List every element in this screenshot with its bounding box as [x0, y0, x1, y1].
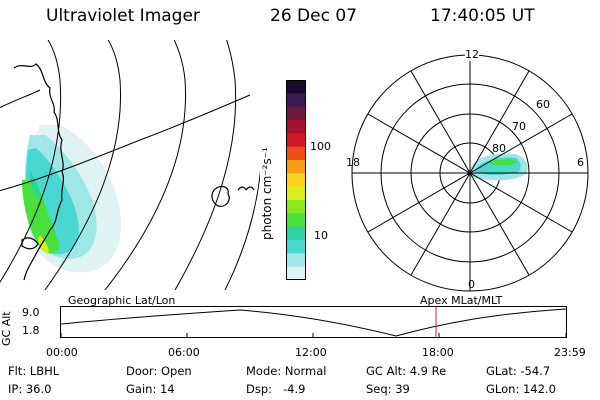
- colorbar-segment: [286, 133, 306, 148]
- colorbar-segment: [286, 226, 306, 241]
- intensity-colorbar: [286, 80, 306, 281]
- colorbar-segment: [286, 146, 306, 161]
- info-gain: Gain: 14: [126, 382, 175, 396]
- polar-mlat-mlt-plot: [351, 54, 589, 292]
- info-seq: Seq: 39: [366, 382, 410, 396]
- altitude-timeline-plot: [60, 306, 567, 338]
- info-dsp: Dsp: -4.9: [246, 382, 306, 396]
- info-glat: GLat: -54.7: [486, 364, 551, 378]
- polar-lat-label-70: 70: [512, 120, 526, 133]
- polar-lat-label-60: 60: [536, 98, 550, 111]
- timeline-x-tick-1800: 18:00: [422, 346, 454, 359]
- timeline-left-label: Geographic Lat/Lon: [68, 294, 176, 307]
- info-filter: Flt: LBHL: [8, 364, 60, 378]
- info-ip: IP: 36.0: [8, 382, 52, 396]
- timeline-y-axis-label: GC Alt: [0, 311, 13, 346]
- colorbar-segment: [286, 186, 306, 201]
- info-glon: GLon: 142.0: [486, 382, 556, 396]
- info-mode: Mode: Normal: [246, 364, 327, 378]
- colorbar-segment: [286, 106, 306, 121]
- timeline-right-label: Apex MLat/MLT: [420, 294, 503, 307]
- colorbar-segment: [286, 200, 306, 214]
- instrument-title: Ultraviolet Imager: [46, 6, 200, 26]
- colorbar-unit-label: photon cm⁻²s⁻¹: [260, 147, 274, 240]
- aurora-emission-polar: [468, 153, 528, 181]
- polar-lat-label-80: 80: [492, 142, 506, 155]
- timeline-x-tick-2359: 23:59: [554, 346, 586, 359]
- aurora-emission-geo: [22, 125, 121, 273]
- timeline-y-tick-9: 9.0: [22, 306, 40, 319]
- colorbar-segment: [286, 266, 306, 281]
- colorbar-segment: [286, 213, 306, 228]
- colorbar-segment: [286, 240, 306, 254]
- colorbar-tick-10: 10: [314, 229, 328, 242]
- polar-label-0: 0: [468, 278, 475, 291]
- colorbar-segment: [286, 93, 306, 108]
- colorbar-segment: [286, 80, 306, 94]
- colorbar-segment: [286, 120, 306, 134]
- timeline-x-tick-0000: 00:00: [46, 346, 78, 359]
- colorbar-segment: [286, 160, 306, 174]
- timeline-x-tick-1200: 12:00: [295, 346, 327, 359]
- colorbar-segment: [286, 253, 306, 268]
- colorbar-segment: [286, 173, 306, 188]
- polar-label-18: 18: [346, 156, 360, 169]
- colorbar-border: [286, 80, 306, 280]
- info-door: Door: Open: [126, 364, 192, 378]
- polar-label-12: 12: [465, 48, 479, 61]
- timeline-y-tick-1-8: 1.8: [22, 324, 40, 337]
- polar-label-6: 6: [577, 156, 584, 169]
- geographic-map: [0, 40, 260, 290]
- date-label: 26 Dec 07: [270, 6, 357, 26]
- geo-grid-lines: [0, 40, 260, 290]
- coastlines: [13, 63, 255, 281]
- timeline-x-tick-0600: 06:00: [168, 346, 200, 359]
- info-gc-alt: GC Alt: 4.9 Re: [366, 364, 447, 378]
- colorbar-tick-100: 100: [310, 140, 331, 153]
- time-label: 17:40:05 UT: [430, 6, 535, 26]
